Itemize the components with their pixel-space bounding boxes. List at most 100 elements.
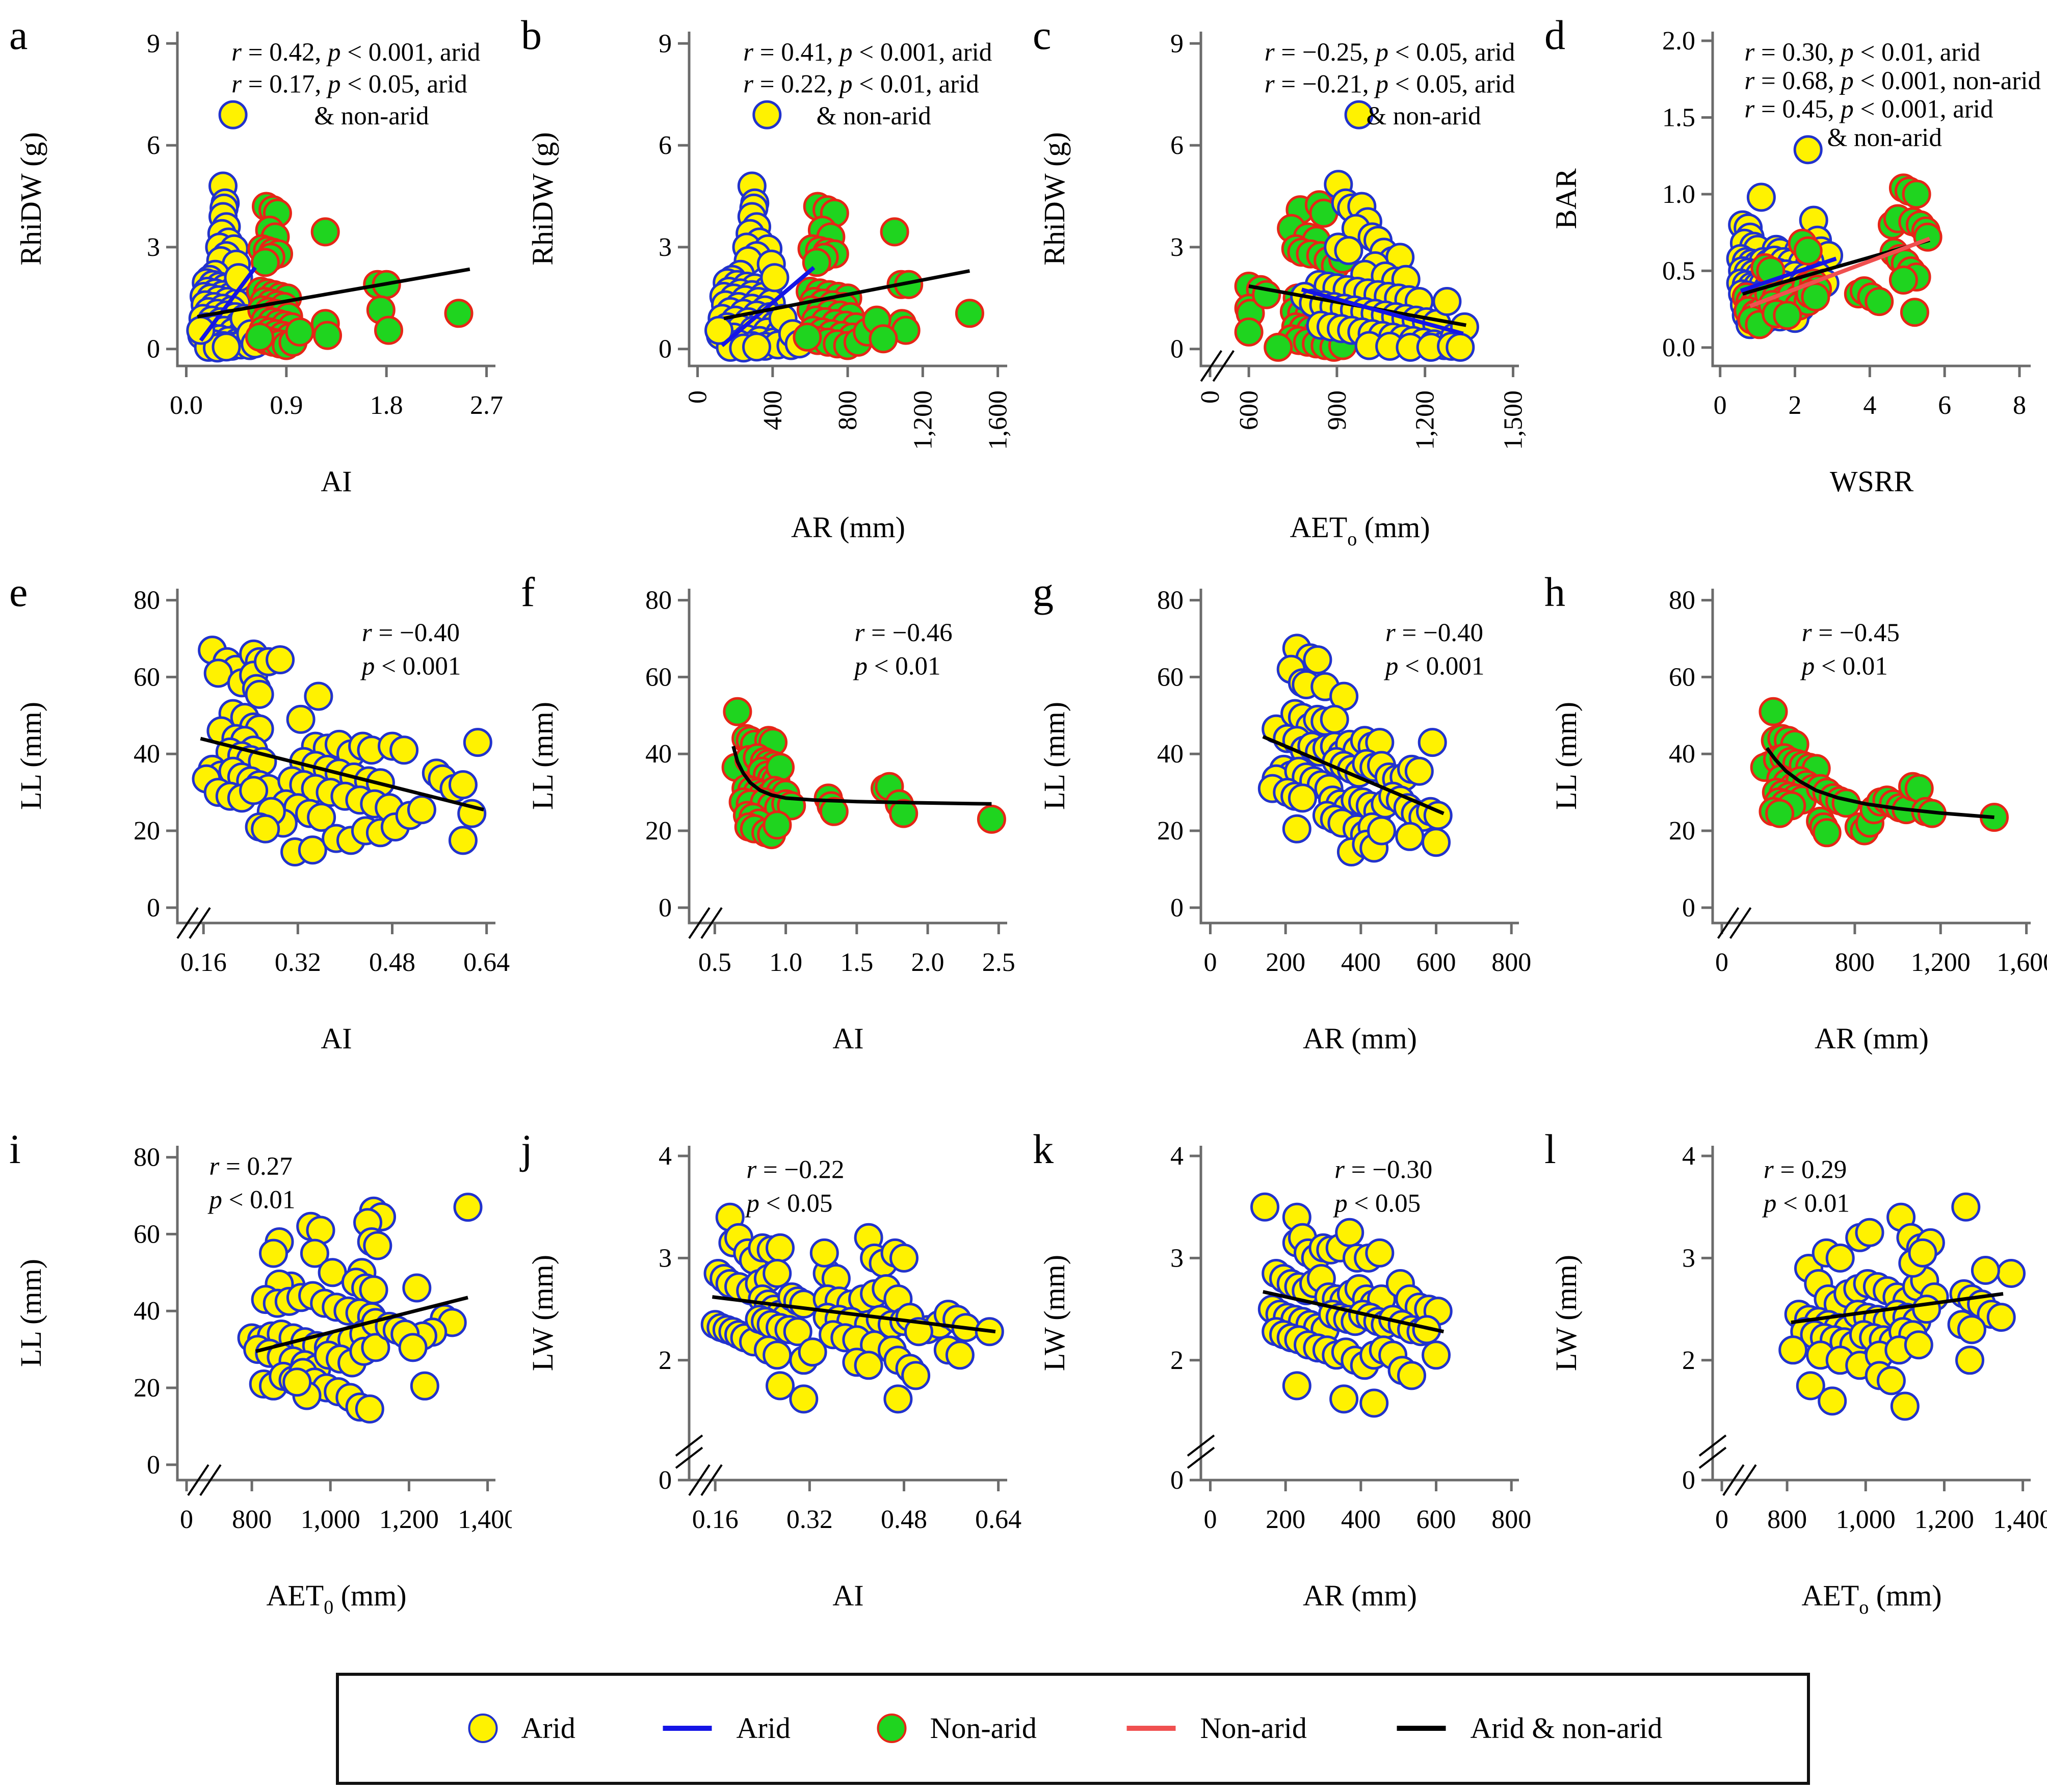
stats-annotation: p < 0.01 xyxy=(1800,652,1888,681)
axes: 0.16 0.32 0.48 0.64 0 20 40 60 80 xyxy=(134,586,510,977)
axes: 800 1,200 1,600 00 20 40 60 80 xyxy=(1669,586,2047,977)
panel-letter: j xyxy=(519,1126,533,1172)
data-point xyxy=(1264,332,1293,362)
data-point xyxy=(1890,1391,1920,1421)
y-tick-label: 4 xyxy=(1170,1142,1184,1171)
y-axis-title: LL (mm) xyxy=(1550,702,1583,810)
data-point xyxy=(1395,822,1425,851)
x-tick-label: 2 xyxy=(1789,391,1802,420)
panel-a-plot xyxy=(186,100,474,363)
y-tick-label: 3 xyxy=(1170,233,1184,262)
x-tick-label: 800 xyxy=(1835,948,1875,977)
y-tick-label: 4 xyxy=(1682,1142,1695,1171)
y-axis-title: LL (mm) xyxy=(14,1259,47,1367)
panel-j: j 0.16 0.32 0.48 0.64 2 3 4 0 LW (mm) AI r = −0.22 p… xyxy=(519,1126,1021,1612)
x-axis-title: AETo (mm) xyxy=(1801,1579,1941,1618)
y-tick-label: 40 xyxy=(134,1297,160,1326)
x-tick-label: 800 xyxy=(232,1505,272,1534)
data-point xyxy=(374,315,403,345)
data-point xyxy=(245,679,274,709)
data-point xyxy=(410,1371,439,1401)
y-tick-label: 1.0 xyxy=(1662,180,1695,209)
y-axis-title: BAR xyxy=(1550,168,1583,229)
x-axis-break xyxy=(1212,350,1235,382)
combined-fit xyxy=(197,267,470,319)
x-tick-label: 800 xyxy=(1491,948,1531,977)
stats-annotation: r = −0.21, p < 0.05, arid xyxy=(1265,70,1515,98)
y-tick-label: 0.5 xyxy=(1662,256,1695,285)
y-tick-label: 2 xyxy=(1170,1346,1184,1375)
data-point xyxy=(869,324,898,354)
series-non-arid xyxy=(245,192,474,360)
x-axis-break xyxy=(189,907,211,939)
series-arid xyxy=(192,636,492,866)
legend-label: Non-arid xyxy=(930,1711,1037,1745)
arid-fit xyxy=(720,266,816,348)
y-tick-label: 40 xyxy=(134,740,160,769)
series-non-arid xyxy=(1750,697,2009,848)
stats-annotation: r = −0.30 xyxy=(1334,1156,1432,1184)
x-tick-label: 400 xyxy=(758,390,788,430)
legend-marker-circle xyxy=(877,1714,907,1743)
stats-annotation: r = −0.22 xyxy=(746,1156,844,1184)
panel-letter: b xyxy=(521,12,542,58)
legend-marker-circle xyxy=(468,1714,498,1743)
data-point xyxy=(250,248,280,277)
data-point xyxy=(1796,1371,1825,1401)
x-axis-break xyxy=(700,1464,723,1496)
x-tick-label: 1,200 xyxy=(1911,948,1971,977)
y-axis-title: LW (mm) xyxy=(1550,1255,1583,1371)
x-tick-label: 1.5 xyxy=(840,948,873,977)
y-tick-label: 60 xyxy=(134,1220,160,1249)
x-tick-label: 600 xyxy=(1416,948,1456,977)
legend-label: Arid & non-arid xyxy=(1471,1711,1663,1745)
x-tick-label: 0.16 xyxy=(692,1505,739,1534)
y-tick-label: 0 xyxy=(1682,1466,1695,1495)
combined-fit xyxy=(712,1295,996,1334)
x-tick-label: 200 xyxy=(1266,948,1305,977)
y-axis-title: LW (mm) xyxy=(526,1255,559,1371)
panel-k: k 0 200 400 600 800 2 3 4 0 LW (mm) AR (mm) r = −0.3… xyxy=(1033,1126,1531,1612)
x-tick-label: 0 xyxy=(180,1505,193,1534)
data-point xyxy=(889,799,918,828)
data-point xyxy=(763,1340,792,1370)
panel-h-plot xyxy=(1750,697,2009,848)
x-tick-label: 1.0 xyxy=(769,948,802,977)
data-point xyxy=(1951,1192,1981,1222)
x-tick-label: 1,200 xyxy=(1914,1505,1974,1534)
panel-letter: e xyxy=(9,569,28,615)
axes: 600 900 1,200 1,500 0 0 3 6 9 xyxy=(1170,29,1528,450)
panel-letter: c xyxy=(1033,12,1051,58)
x-tick-label: 1,200 xyxy=(908,390,937,450)
stats-annotation: p < 0.05 xyxy=(745,1189,832,1218)
axes: 800 1,000 1,200 1,400 00 20 40 60 80 xyxy=(134,1143,512,1534)
data-point xyxy=(1793,236,1823,266)
data-point xyxy=(752,100,782,129)
data-point xyxy=(1250,1192,1279,1222)
x-tick-label: 0 xyxy=(1203,948,1217,977)
stats-annotation: r = 0.42, p < 0.001, arid xyxy=(231,38,480,67)
data-point xyxy=(313,321,342,350)
data-point xyxy=(1422,1340,1451,1370)
data-point xyxy=(783,1317,812,1347)
panel-d: d 0 2 4 6 8 0.0 0.5 1.0 1.5 2.0 BAR WSRR r = 0.30, p … xyxy=(1544,12,2041,498)
panel-l-plot xyxy=(1778,1192,2026,1421)
data-point xyxy=(1997,1259,2026,1288)
x-tick-label: 600 xyxy=(1416,1505,1456,1534)
x-tick-label: 1,200 xyxy=(379,1505,439,1534)
legend-label: Arid xyxy=(737,1711,791,1745)
data-point xyxy=(1801,282,1830,312)
data-point xyxy=(259,1238,288,1268)
panel-f-plot xyxy=(721,697,1006,850)
arid-fit xyxy=(1740,256,1837,293)
x-tick-label: 6 xyxy=(1938,391,1951,420)
data-point xyxy=(389,735,419,765)
stats-annotation: r = −0.45 xyxy=(1802,619,1900,647)
x-tick-label: 2.5 xyxy=(982,948,1015,977)
combined-fit xyxy=(200,736,484,811)
data-point xyxy=(1446,332,1475,362)
y-tick-label: 20 xyxy=(645,816,672,846)
y-tick-label: 9 xyxy=(659,29,672,58)
data-point xyxy=(285,317,314,347)
